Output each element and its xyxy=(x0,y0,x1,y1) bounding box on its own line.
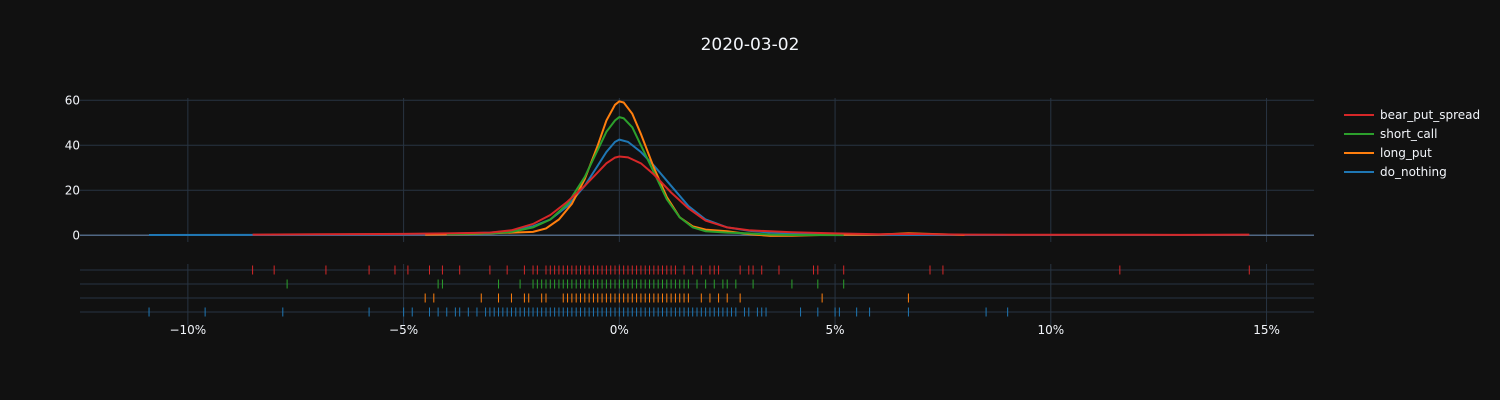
x-tick-label: 0% xyxy=(610,323,629,337)
legend-item-short_call[interactable]: short_call xyxy=(1344,127,1437,141)
x-tick-label: 10% xyxy=(1037,323,1064,337)
legend-label: bear_put_spread xyxy=(1380,108,1480,122)
legend-label: short_call xyxy=(1380,127,1437,141)
density-curve-short_call xyxy=(446,116,844,237)
legend[interactable]: bear_put_spread short_call long_put do_noth… xyxy=(1344,108,1480,179)
x-axis-ticks: −10% −5% 0% 5% 10% 15% xyxy=(169,323,1279,337)
x-tick-label: −10% xyxy=(169,323,206,337)
x-tick-label: 15% xyxy=(1253,323,1280,337)
density-curves xyxy=(148,100,1250,237)
y-tick-label: 0 xyxy=(72,228,80,242)
y-tick-label: 60 xyxy=(65,93,80,107)
rug-row-short_call xyxy=(286,279,845,289)
legend-label: do_nothing xyxy=(1380,165,1447,179)
y-tick-label: 40 xyxy=(65,138,80,152)
chart-title: 2020-03-02 xyxy=(701,35,800,55)
legend-item-bear_put_spread[interactable]: bear_put_spread xyxy=(1344,108,1480,122)
rug-row-bear_put_spread xyxy=(252,265,1250,275)
legend-item-do_nothing[interactable]: do_nothing xyxy=(1344,165,1447,179)
density-curve-bear_put_spread xyxy=(252,155,1250,236)
x-tick-label: 5% xyxy=(826,323,845,337)
rug-row-long_put xyxy=(424,293,909,303)
x-tick-label: −5% xyxy=(389,323,418,337)
y-axis-ticks: 0 20 40 60 xyxy=(65,93,80,242)
y-tick-label: 20 xyxy=(65,183,80,197)
rug-row-do_nothing xyxy=(148,307,1009,317)
legend-item-long_put[interactable]: long_put xyxy=(1344,146,1432,160)
rug-marks xyxy=(148,265,1250,317)
legend-label: long_put xyxy=(1380,146,1432,160)
